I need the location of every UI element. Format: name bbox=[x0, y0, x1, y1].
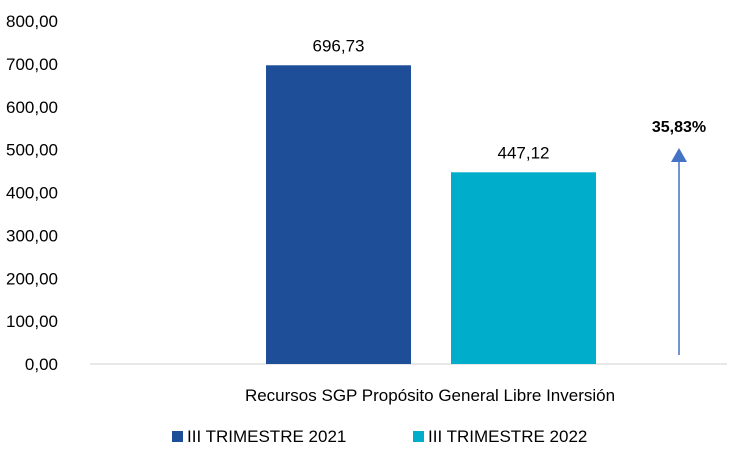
y-tick-label: 200,00 bbox=[6, 269, 58, 288]
y-tick-label: 400,00 bbox=[6, 184, 58, 203]
legend: III TRIMESTRE 2021 III TRIMESTRE 2022 bbox=[172, 427, 587, 446]
change-arrow bbox=[671, 148, 687, 355]
y-tick-label: 100,00 bbox=[6, 312, 58, 331]
bars: 696,73 447,12 bbox=[266, 36, 596, 365]
bar-value-label: 696,73 bbox=[313, 36, 365, 55]
bar-value-label: 447,12 bbox=[498, 143, 550, 162]
legend-label: III TRIMESTRE 2022 bbox=[428, 427, 587, 446]
bar-iii-trimestre-2021 bbox=[266, 65, 411, 365]
legend-swatch bbox=[172, 431, 183, 442]
legend-swatch bbox=[413, 431, 424, 442]
y-tick-label: 500,00 bbox=[6, 141, 58, 160]
x-category-label: Recursos SGP Propósito General Libre Inv… bbox=[245, 386, 615, 405]
y-tick-label: 0,00 bbox=[25, 355, 58, 374]
y-tick-label: 600,00 bbox=[6, 98, 58, 117]
y-axis: 0,00 100,00 200,00 300,00 400,00 500,00 600,00… bbox=[6, 12, 58, 374]
bar-iii-trimestre-2022 bbox=[451, 172, 596, 364]
y-tick-label: 300,00 bbox=[6, 226, 58, 245]
y-tick-label: 700,00 bbox=[6, 55, 58, 74]
legend-label: III TRIMESTRE 2021 bbox=[187, 427, 346, 446]
percent-change-label: 35,83% bbox=[652, 119, 706, 136]
arrow-head-icon bbox=[671, 148, 687, 162]
y-tick-label: 800,00 bbox=[6, 12, 58, 31]
